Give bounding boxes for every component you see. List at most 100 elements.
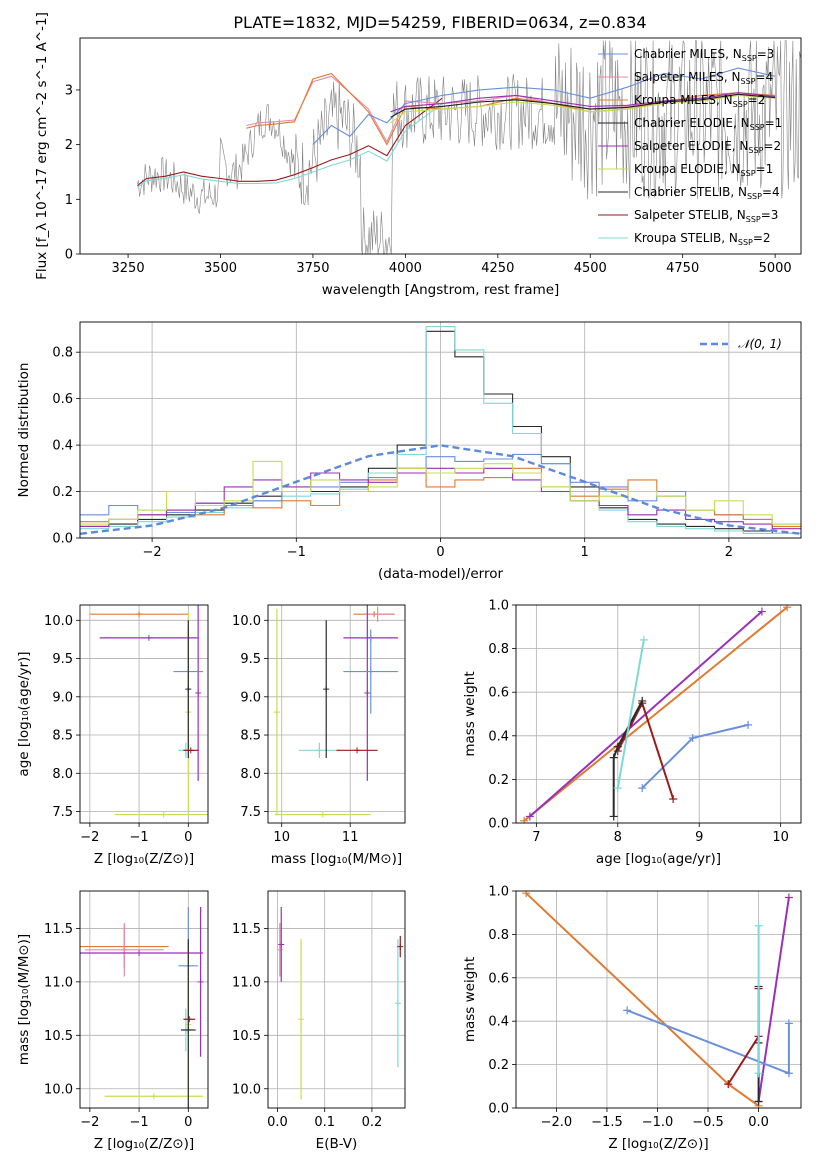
data-point-marker [160, 811, 167, 818]
y-axis-label: Normed distribution [16, 363, 32, 498]
data-point-marker [754, 921, 763, 930]
x-tick-label: −1.0 [642, 1115, 674, 1130]
y-tick-label: 11.0 [232, 975, 261, 990]
data-point-marker [195, 689, 202, 696]
data-point-marker [522, 891, 531, 898]
legend: Chabrier MILES, NSSP=3 Salpeter MILES, NS… [598, 47, 782, 247]
y-tick-label: 0.0 [488, 817, 509, 832]
x-tick-label: 0 [184, 1115, 192, 1130]
x-tick-label: −2 [80, 830, 99, 845]
legend: 𝒩(0, 1) [700, 337, 782, 351]
data-point-marker [638, 784, 647, 793]
x-tick-label: 4250 [481, 261, 514, 276]
plot-area [273, 605, 399, 818]
x-tick-label: 2 [725, 545, 733, 560]
data-point-marker [609, 753, 618, 762]
y-tick-label: 10.0 [44, 1082, 73, 1097]
x-tick-label: −0.5 [692, 1115, 724, 1130]
data-point-marker [136, 950, 143, 956]
data-point-marker [609, 812, 618, 821]
x-axis-label: Z [log₁₀(Z/Z⊙)] [94, 1136, 194, 1152]
y-tick-label: 8.5 [240, 729, 261, 744]
x-tick-label: −2 [143, 545, 162, 560]
data-point-marker [754, 1069, 763, 1078]
y-tick-label: 0.2 [488, 1058, 509, 1073]
x-tick-label: 10 [772, 830, 789, 845]
series-line [80, 444, 801, 535]
axes-frame [515, 604, 802, 824]
axes-frame [79, 37, 802, 255]
series-line [390, 94, 776, 124]
plot-area [520, 605, 792, 823]
y-tick-label: 9.0 [240, 690, 261, 705]
data-point-marker [185, 1026, 192, 1033]
x-tick-label: 0 [184, 830, 192, 845]
y-tick-label: 3 [65, 83, 73, 98]
y-tick-label: 0 [65, 248, 73, 263]
x-axis-label: Z [log₁₀(Z/Z⊙)] [94, 851, 194, 867]
y-axis-label: mass weight [462, 671, 478, 756]
y-tick-label: 10.5 [232, 1029, 261, 1044]
x-tick-label: −2 [80, 1115, 99, 1130]
data-point-marker [150, 1093, 157, 1100]
data-point-marker [754, 1097, 763, 1106]
observed-spectrum-line [137, 40, 801, 254]
x-tick-label: 1 [581, 545, 589, 560]
plot-area [80, 907, 204, 1108]
data-point-marker [121, 946, 128, 953]
series-line [136, 103, 443, 188]
legend-entry: Chabrier MILES, NSSP=3 [634, 47, 774, 63]
x-tick-label: 0.0 [748, 1115, 769, 1130]
data-point-marker [639, 635, 648, 644]
data-point-marker [688, 733, 697, 742]
legend-entry: Kroupa ELODIE, NSSP=1 [634, 162, 773, 178]
panel-spectrum: 3250 3500 3750 4000 4250 4500 4750 5000 0 1 2 3 wave… [34, 12, 802, 298]
legend-entry: Salpeter STELIB, NSSP=3 [634, 208, 778, 224]
series-line [80, 467, 801, 530]
x-tick-label: −1 [129, 830, 148, 845]
y-tick-label: 0.6 [52, 392, 73, 407]
panel-weight_vs_age: 7 8 9 10 0.0 0.2 0.4 0.6 0.8 1.0 age [log₁₀(age/yr… [462, 599, 802, 867]
plot-area [89, 605, 208, 818]
y-tick-label: 10.0 [44, 614, 73, 629]
data-point-marker [397, 943, 404, 950]
series-line [390, 92, 776, 113]
data-point-marker [319, 811, 326, 818]
x-tick-label: −1 [129, 1115, 148, 1130]
y-tick-label: 9.0 [52, 690, 73, 705]
x-tick-label: 3250 [112, 261, 145, 276]
data-point-marker [724, 1080, 733, 1089]
x-axis-label: E(B-V) [316, 1136, 358, 1152]
y-tick-label: 8.5 [52, 729, 73, 744]
data-point-marker [757, 607, 766, 616]
data-point-marker [744, 720, 753, 729]
data-point-marker [520, 816, 529, 823]
figure-title: PLATE=1832, MJD=54259, FIBERID=0634, z=0… [233, 13, 646, 32]
panel-mass_vs_Z: −2 −1 0 10.0 10.5 11.0 11.5 Z [log₁₀(Z/Z⊙)] mass… [16, 890, 209, 1152]
series-line [246, 72, 776, 146]
plot-area [136, 40, 801, 254]
data-point-marker [273, 709, 280, 716]
data-point-marker [623, 1006, 632, 1015]
data-point-marker [638, 696, 647, 705]
y-tick-label: 0.2 [52, 485, 73, 500]
data-point-marker [187, 747, 194, 754]
x-tick-label: 0.2 [362, 1115, 383, 1130]
y-axis-label: mass [log₁₀(M/M⊙)] [16, 934, 32, 1065]
x-tick-label: 0 [436, 545, 444, 560]
series-line [525, 892, 760, 1107]
x-tick-label: 8 [614, 830, 622, 845]
data-point-marker [364, 689, 371, 696]
data-point-marker [784, 893, 793, 902]
x-axis-label: wavelength [Angstrom, rest frame] [322, 282, 560, 298]
series-line [616, 639, 645, 789]
data-point-marker [145, 634, 152, 641]
legend-entry: Chabrier STELIB, NSSP=4 [634, 185, 780, 201]
series-line [641, 723, 749, 789]
data-point-marker [316, 747, 323, 754]
legend-entry: Kroupa MILES, NSSP=2 [634, 93, 765, 109]
panel-weight_vs_Z: −2.0 −1.5 −1.0 −0.5 0.0 0.0 0.2 0.4 0.6 0.8 1.0 Z [… [462, 885, 802, 1152]
series-line [136, 97, 443, 187]
y-tick-label: 0.6 [488, 686, 509, 701]
